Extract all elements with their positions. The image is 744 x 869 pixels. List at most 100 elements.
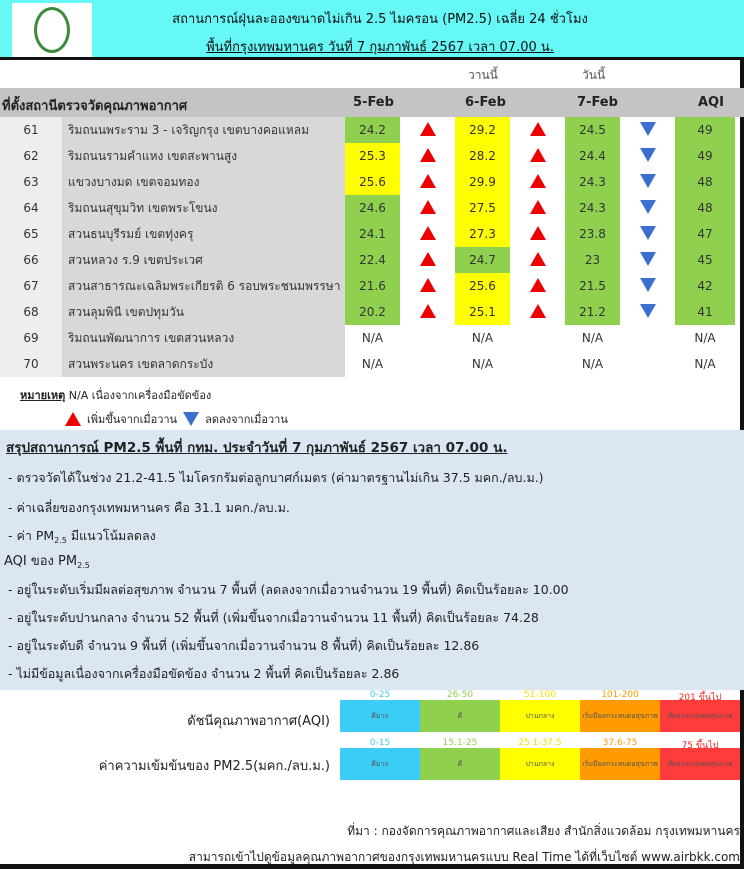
table-row: 68 สวนลุมพินี เขตปทุมวัน 20.2 25.1 21.2 41 — [0, 299, 735, 325]
col-7feb: 7-Feb — [577, 95, 618, 110]
range-label: 51-100 — [524, 690, 556, 700]
station-name: สวนธนบุรีรมย์ เขตทุ่งครุ — [62, 221, 345, 247]
value-6feb: 29.9 — [455, 169, 510, 195]
aqi-title: AQI ของ PM2.5 — [4, 554, 90, 570]
up-arrow-icon — [419, 147, 436, 162]
trend-cell — [510, 351, 565, 377]
aqi-value: N/A — [694, 357, 716, 371]
trend-cell — [510, 169, 565, 195]
value-5feb: 22.4 — [345, 247, 400, 273]
trend-cell — [620, 221, 675, 247]
table-row: 70 สวนพระนคร เขตลาดกระบัง N/A N/A N/A N/A — [0, 351, 735, 377]
aqi-value: 45 — [675, 247, 735, 273]
up-arrow-icon — [419, 277, 436, 292]
trend-cell — [400, 117, 455, 143]
aqi-scale-label: ดัชนีคุณภาพอากาศ(AQI) — [187, 714, 330, 729]
station-name: ริมถนนพระราม 3 - เจริญกรุง เขตบางคอแหลม — [62, 117, 345, 143]
up-arrow-icon — [529, 303, 546, 318]
value-7feb: N/A — [581, 331, 604, 345]
station-name: ริมถนนสุขุมวิท เขตพระโขนง — [62, 195, 345, 221]
value-5feb: 24.2 — [345, 117, 400, 143]
up-arrow-icon — [419, 303, 436, 318]
value-7feb: 21.5 — [565, 273, 620, 299]
value-7feb: 24.3 — [565, 169, 620, 195]
table-header: ที่ตั้งสถานีตรวจวัดคุณภาพอากาศ 5-Feb 6-F… — [0, 88, 744, 117]
trend-cell — [510, 143, 565, 169]
trend-cell — [510, 273, 565, 299]
level-swatch: ดี — [420, 748, 500, 780]
range-label: 15.1-25 — [442, 738, 478, 748]
station-number: 65 — [0, 221, 62, 247]
trend-cell — [620, 169, 675, 195]
value-7feb: N/A — [581, 357, 604, 371]
aqi-scale: ดีมาก ดี ปานกลาง เริ่มมีผลกระทบต่อสุขภาพ มีผ… — [340, 700, 740, 732]
report-header: สถานการณ์ฝุ่นละอองขนาดไม่เกิน 2.5 ไมครอน… — [0, 0, 744, 60]
station-number: 70 — [0, 351, 62, 377]
table-row: 66 สวนหลวง ร.9 เขตประเวศ 22.4 24.7 23 45 — [0, 247, 735, 273]
aqi-value: 49 — [675, 143, 735, 169]
trend-cell — [400, 221, 455, 247]
value-7feb: 24.3 — [565, 195, 620, 221]
range-label: 26-50 — [446, 690, 474, 700]
down-arrow-icon — [183, 412, 200, 426]
level-swatch: ปานกลาง — [500, 700, 580, 732]
trend-cell — [620, 273, 675, 299]
up-arrow-icon — [419, 225, 436, 240]
aqi-value: 49 — [675, 117, 735, 143]
report-title: สถานการณ์ฝุ่นละอองขนาดไม่เกิน 2.5 ไมครอน… — [172, 12, 588, 27]
value-7feb: 23.8 — [565, 221, 620, 247]
value-7feb: 21.2 — [565, 299, 620, 325]
value-7feb: 23 — [565, 247, 620, 273]
arrow-legend: เพิ่มขึ้นจากเมื่อวาน ลดลงจากเมื่อวาน — [65, 410, 288, 428]
value-5feb: N/A — [361, 331, 384, 345]
level-swatch: ดี — [420, 700, 500, 732]
trend-cell — [510, 325, 565, 351]
note-text: N/A เนื่องจากเครื่องมือขัดข้อง — [68, 389, 212, 402]
range-label: 25.1-37.5 — [518, 738, 562, 748]
value-5feb: 25.6 — [345, 169, 400, 195]
trend-cell — [400, 299, 455, 325]
station-name: แขวงบางมด เขตจอมทอง — [62, 169, 345, 195]
summary-line: - ค่า PM2.5 มีแนวโน้มลดลง — [8, 528, 156, 545]
value-6feb: 29.2 — [455, 117, 510, 143]
up-arrow-icon — [529, 173, 546, 188]
value-7feb: 24.4 — [565, 143, 620, 169]
trend-cell — [620, 247, 675, 273]
down-arrow-icon — [639, 225, 656, 240]
trend-cell — [510, 221, 565, 247]
value-6feb: N/A — [471, 357, 494, 371]
value-6feb: 24.7 — [455, 247, 510, 273]
station-number: 61 — [0, 117, 62, 143]
aqi-value: 48 — [675, 169, 735, 195]
level-swatch: ปานกลาง — [500, 748, 580, 780]
station-name: สวนลุมพินี เขตปทุมวัน — [62, 299, 345, 325]
aqi-value: 47 — [675, 221, 735, 247]
range-label: 0-25 — [369, 690, 391, 700]
value-5feb: 20.2 — [345, 299, 400, 325]
note-label: หมายเหตุ — [20, 389, 66, 402]
trend-cell — [400, 143, 455, 169]
source-note: ที่มา : กองจัดการคุณภาพอากาศและเสียง สำน… — [347, 824, 740, 838]
summary-title: สรุปสถานการณ์ PM2.5 พื้นที่ กทม. ประจำวั… — [6, 440, 508, 456]
down-arrow-icon — [639, 303, 656, 318]
station-name: สวนหลวง ร.9 เขตประเวศ — [62, 247, 345, 273]
aqi-value: 41 — [675, 299, 735, 325]
down-arrow-icon — [639, 277, 656, 292]
up-arrow-icon — [529, 277, 546, 292]
summary-line: - ค่าเฉลี่ยของกรุงเทพมหานคร คือ 31.1 มคก… — [8, 500, 290, 515]
value-5feb: N/A — [361, 357, 384, 371]
summary-line: - ตรวจวัดได้ในช่วง 21.2-41.5 ไมโครกรัมต่… — [8, 470, 544, 485]
trend-cell — [510, 299, 565, 325]
up-arrow-icon — [529, 121, 546, 136]
trend-cell — [400, 247, 455, 273]
trend-cell — [510, 247, 565, 273]
trend-cell — [620, 299, 675, 325]
up-arrow-icon — [419, 251, 436, 266]
pm-ranges: 0-15 15.1-25 25.1-37.5 37.6-75 75 ขึ้นไป — [340, 738, 740, 752]
pm-scale: ดีมาก ดี ปานกลาง เริ่มมีผลกระทบต่อสุขภาพ มีผ… — [340, 748, 740, 780]
aqi-line: - อยู่ในระดับเริ่มมีผลต่อสุขภาพ จำนวน 7 … — [8, 582, 569, 597]
up-arrow-icon — [65, 412, 81, 426]
range-label: 101-200 — [601, 690, 639, 700]
realtime-note: สามารถเข้าไปดูข้อมูลคุณภาพอากาศของกรุงเท… — [188, 850, 740, 864]
up-arrow-icon — [419, 173, 436, 188]
